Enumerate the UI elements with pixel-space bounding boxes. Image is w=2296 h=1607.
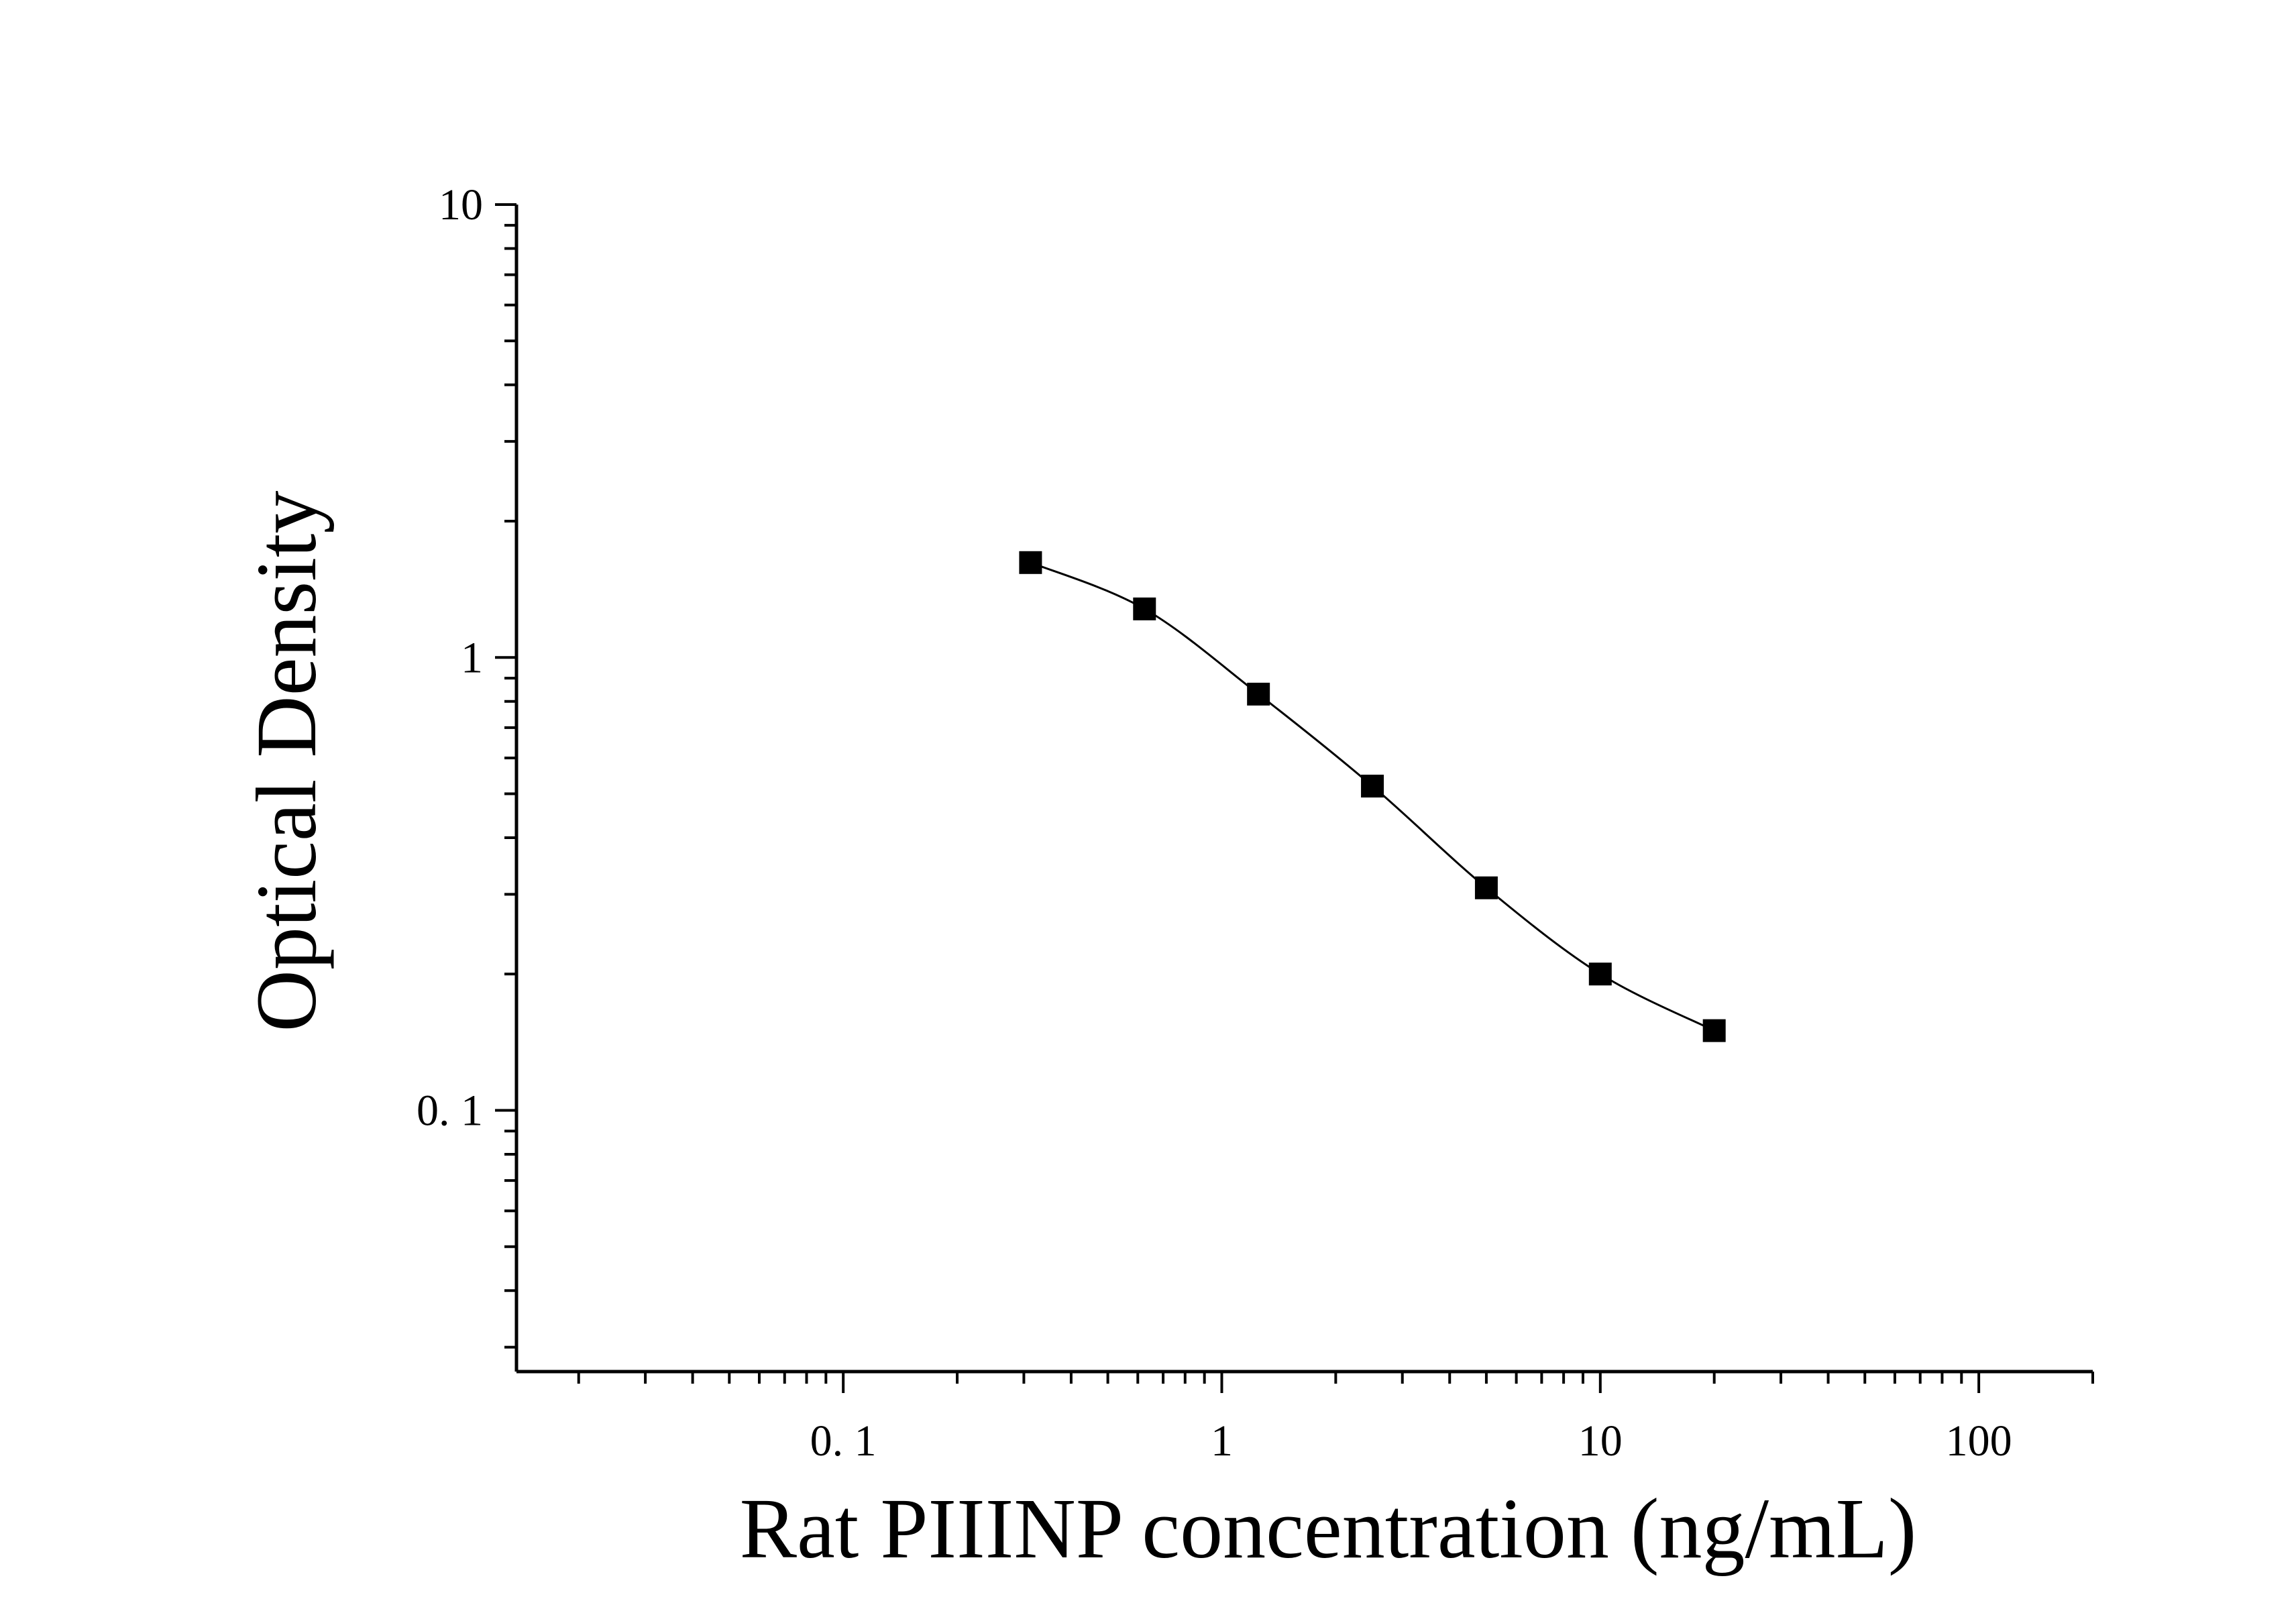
x-tick-label: 1 <box>1211 1417 1233 1465</box>
x-tick-label: 0. 1 <box>810 1417 877 1465</box>
y-axis-title: Optical Density <box>239 491 334 1032</box>
x-tick-label: 10 <box>1578 1417 1623 1465</box>
y-tick-label: 0. 1 <box>417 1087 483 1135</box>
y-tick-label: 10 <box>439 180 483 229</box>
axes: 0. 1 1 10 100 0. 1 1 10 <box>417 180 2094 1465</box>
data-point <box>1588 962 1612 986</box>
x-tick-label: 100 <box>1946 1417 2012 1465</box>
y-tick-label: 1 <box>461 633 483 682</box>
data-point <box>1019 551 1042 574</box>
data-point <box>1702 1019 1726 1042</box>
data-point <box>1247 682 1270 706</box>
x-axis-title: Rat PIIINP concentration (ng/mL) <box>740 1481 1917 1576</box>
data-point <box>1474 876 1498 899</box>
data-point <box>1361 775 1384 798</box>
data-points-layer <box>1019 551 1726 1042</box>
data-point <box>1133 597 1156 620</box>
